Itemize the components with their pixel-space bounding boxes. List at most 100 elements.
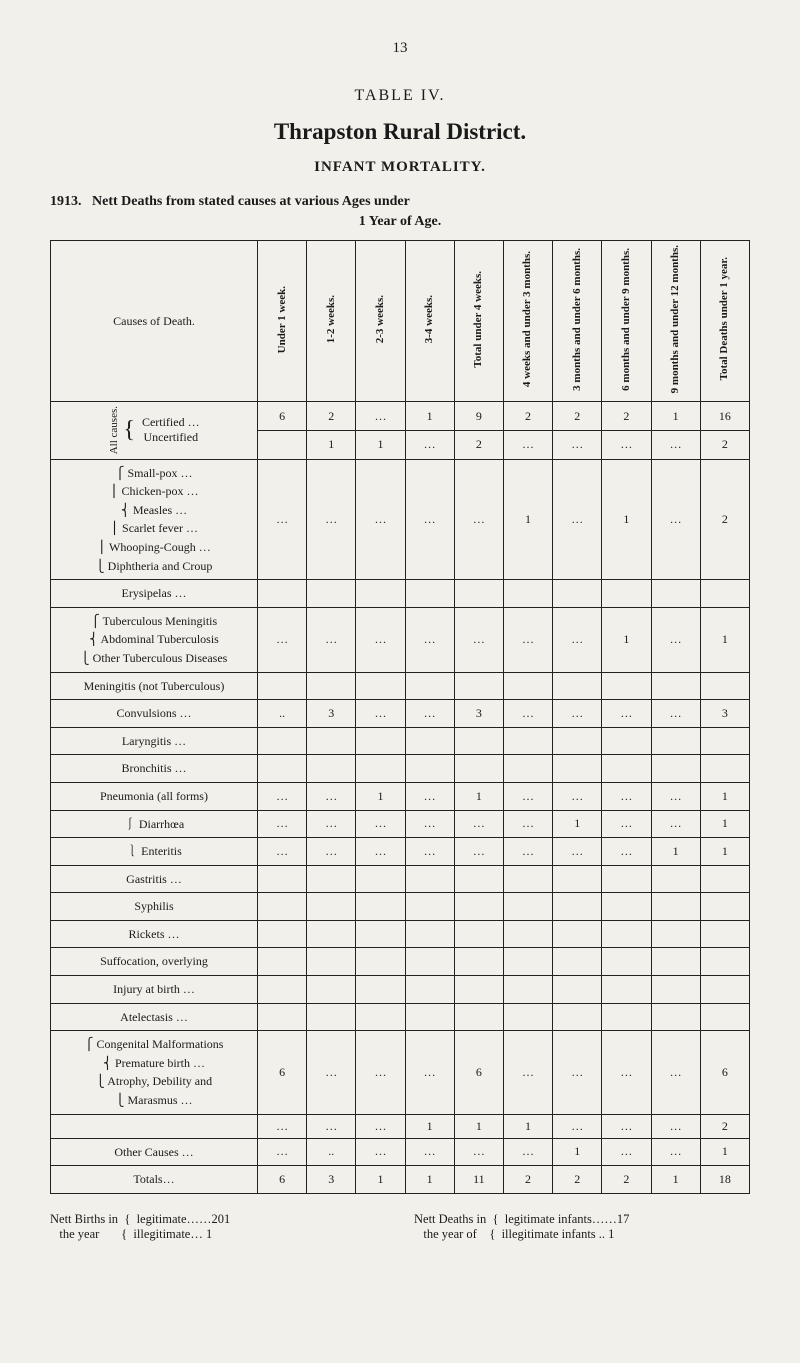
cause-gastritis: Gastritis … <box>51 865 258 893</box>
cause-atelectasis: Atelectasis … <box>51 1003 258 1031</box>
cell: 1 <box>307 430 356 459</box>
cause-syphilis: Syphilis <box>51 893 258 921</box>
cell: 1 <box>700 607 749 672</box>
page-number: 13 <box>50 40 750 57</box>
cell: 1 <box>405 402 454 431</box>
col-under-1wk: Under 1 week. <box>258 241 307 402</box>
cell: 1 <box>700 782 749 810</box>
all-causes-label: All causes. <box>108 406 120 454</box>
illegitimate-births: illegitimate… 1 <box>133 1227 212 1241</box>
mortality-table: Causes of Death. Under 1 week. 1-2 weeks… <box>50 240 750 1194</box>
cell: 3 <box>307 1166 356 1194</box>
cell: … <box>503 430 552 459</box>
births-sub: the year <box>59 1227 99 1241</box>
row-syphilis: Syphilis <box>51 893 750 921</box>
cause-erysipelas: Erysipelas … <box>51 580 258 608</box>
year: 1913. <box>50 194 82 209</box>
cause-tb: ⎧ Tuberculous Meningitis ⎨ Abdominal Tub… <box>51 607 258 672</box>
totals-label: Totals… <box>51 1166 258 1194</box>
cell: 2 <box>602 402 651 431</box>
cell: 2 <box>602 1166 651 1194</box>
row-marasmus: ……… 1 1 1 ……… 2 <box>51 1114 750 1138</box>
cell: 1 <box>356 1166 405 1194</box>
cell: 2 <box>553 1166 602 1194</box>
all-causes-cell: All causes. { Certified … Uncertified <box>51 402 258 459</box>
cause-diarrhoea: ⎰ Diarrhœa <box>51 810 258 838</box>
col-6-9mo: 6 months and under 9 months. <box>602 241 651 402</box>
row-convulsions: Convulsions … .. 3 …… 3 ………… 3 <box>51 700 750 728</box>
col-2-3wk: 2-3 weeks. <box>356 241 405 402</box>
legitimate-births: legitimate……201 <box>137 1212 231 1226</box>
col-3-6mo: 3 months and under 6 months. <box>553 241 602 402</box>
col-total-1yr: Total Deaths under 1 year. <box>700 241 749 402</box>
cause-other: Other Causes … <box>51 1138 258 1166</box>
row-infectious-block: ⎧ Small-pox … ⎪ Chicken-pox … ⎨ Measles … <box>51 459 750 580</box>
cell: 3 <box>307 700 356 728</box>
cell: 2 <box>700 430 749 459</box>
cell: … <box>356 402 405 431</box>
cell: 2 <box>503 1166 552 1194</box>
certified-label: Certified … <box>142 415 200 429</box>
col-9-12mo: 9 months and under 12 months. <box>651 241 700 402</box>
cell: 2 <box>700 1114 749 1138</box>
row-certified: All causes. { Certified … Uncertified 6 … <box>51 402 750 431</box>
cell: 1 <box>356 782 405 810</box>
cell: 3 <box>454 700 503 728</box>
row-gastritis: Gastritis … <box>51 865 750 893</box>
col-causes: Causes of Death. <box>51 241 258 402</box>
cell: … <box>651 430 700 459</box>
col-4wk-3mo: 4 weeks and under 3 months. <box>503 241 552 402</box>
row-laryngitis: Laryngitis … <box>51 727 750 755</box>
row-diarrhoea: ⎰ Diarrhœa ……………… 1 …… 1 <box>51 810 750 838</box>
row-enteritis: ⎱ Enteritis …………………… 1 1 <box>51 838 750 866</box>
footer-deaths: Nett Deaths in { legitimate infants……17 … <box>414 1212 750 1242</box>
cause-enteritis: ⎱ Enteritis <box>51 838 258 866</box>
footer: Nett Births in { legitimate……201 the yea… <box>50 1212 750 1242</box>
cell: 2 <box>503 402 552 431</box>
heading-text: Nett Deaths from stated causes at variou… <box>92 194 410 209</box>
cell: 1 <box>454 1114 503 1138</box>
row-totals: Totals… 6 3 1 1 11 2 2 2 1 18 <box>51 1166 750 1194</box>
row-tb-block: ⎧ Tuberculous Meningitis ⎨ Abdominal Tub… <box>51 607 750 672</box>
cause-pneumonia: Pneumonia (all forms) <box>51 782 258 810</box>
deaths-sub: the year of <box>423 1227 476 1241</box>
cell: 18 <box>700 1166 749 1194</box>
cell: 1 <box>651 402 700 431</box>
cell: 16 <box>700 402 749 431</box>
cause-rickets: Rickets … <box>51 920 258 948</box>
cause-injury: Injury at birth … <box>51 976 258 1004</box>
cell: 1 <box>454 782 503 810</box>
cell: 1 <box>700 810 749 838</box>
cell: 6 <box>700 1031 749 1114</box>
cell: … <box>553 430 602 459</box>
cell: 1 <box>405 1166 454 1194</box>
cell: 11 <box>454 1166 503 1194</box>
row-bronchitis: Bronchitis … <box>51 755 750 783</box>
header-row: Causes of Death. Under 1 week. 1-2 weeks… <box>51 241 750 402</box>
district-title: Thrapston Rural District. <box>50 119 750 145</box>
cell: 2 <box>700 459 749 580</box>
cell: … <box>602 430 651 459</box>
cell: 3 <box>700 700 749 728</box>
cell: 1 <box>700 1138 749 1166</box>
cell: 6 <box>454 1031 503 1114</box>
row-erysipelas: Erysipelas … <box>51 580 750 608</box>
cause-laryngitis: Laryngitis … <box>51 727 258 755</box>
legitimate-infants: legitimate infants……17 <box>505 1212 630 1226</box>
cell: 6 <box>258 402 307 431</box>
row-rickets: Rickets … <box>51 920 750 948</box>
cause-infectious: ⎧ Small-pox … ⎪ Chicken-pox … ⎨ Measles … <box>51 459 258 580</box>
births-label: Nett Births in <box>50 1212 118 1226</box>
cell: 1 <box>553 1138 602 1166</box>
row-congenital-block: ⎧ Congenital Malformations ⎨ Premature b… <box>51 1031 750 1114</box>
row-injury: Injury at birth … <box>51 976 750 1004</box>
heading-sub: 1 Year of Age. <box>50 214 750 230</box>
uncertified-label: Uncertified <box>143 430 198 444</box>
cell: 1 <box>503 459 552 580</box>
col-total-4wk: Total under 4 weeks. <box>454 241 503 402</box>
cell: 6 <box>258 1166 307 1194</box>
cell: 1 <box>602 459 651 580</box>
row-meningitis: Meningitis (not Tuberculous) <box>51 672 750 700</box>
row-suffocation: Suffocation, overlying <box>51 948 750 976</box>
cause-congenital: ⎧ Congenital Malformations ⎨ Premature b… <box>51 1031 258 1114</box>
